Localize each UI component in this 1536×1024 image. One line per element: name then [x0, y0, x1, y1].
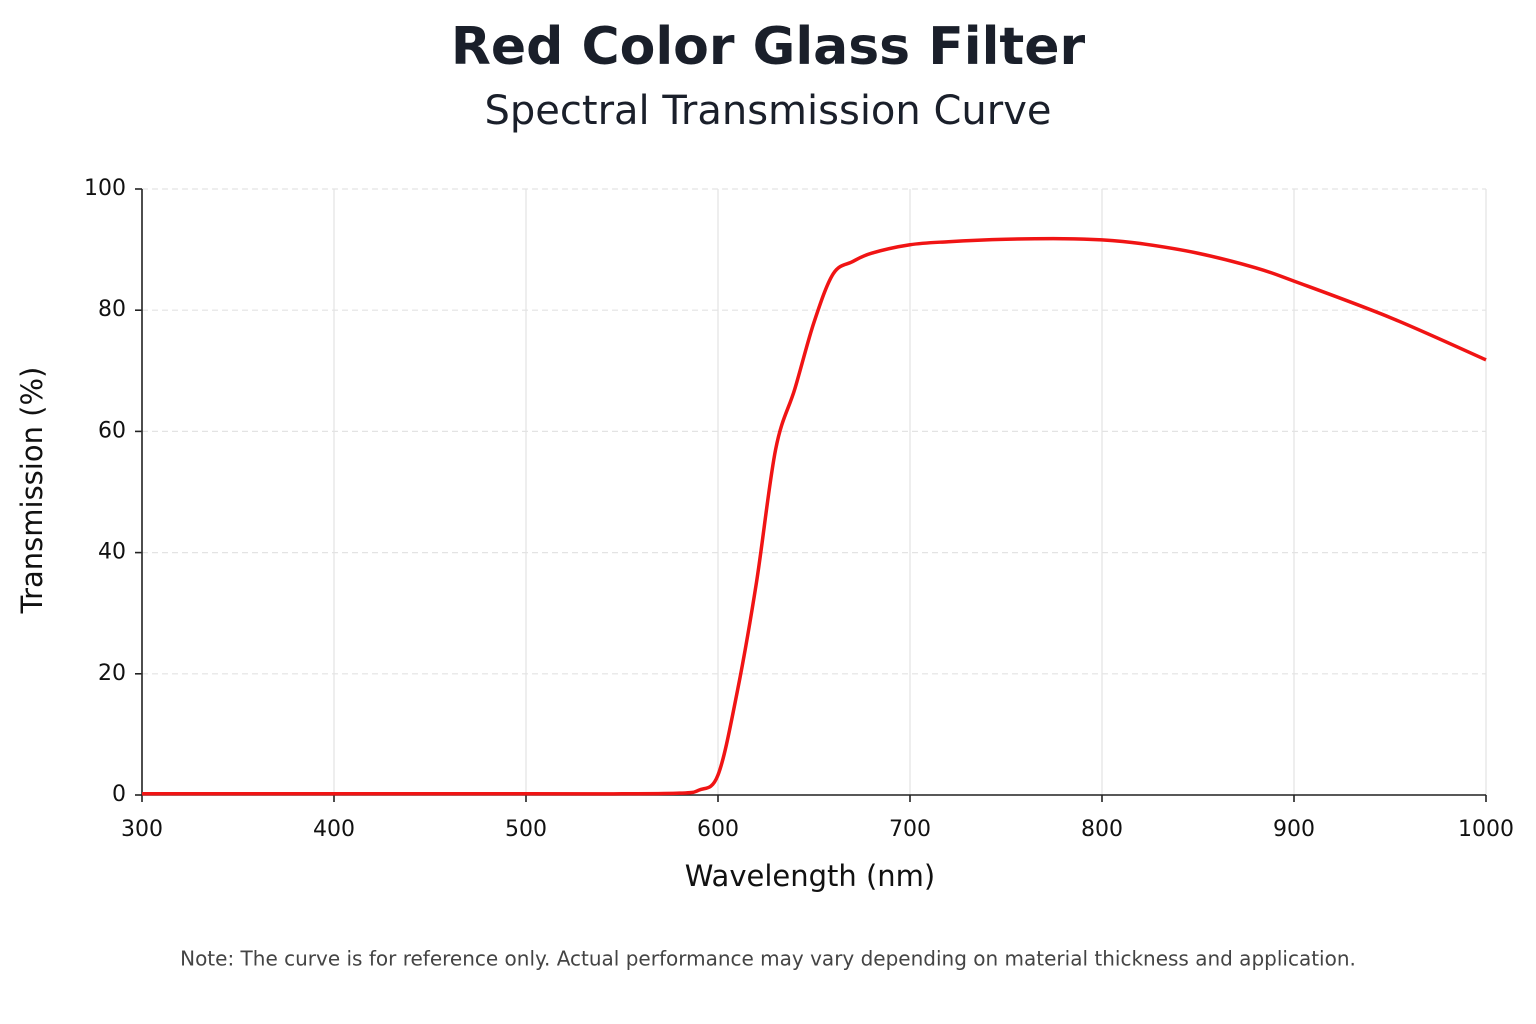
- x-tick-label: 400: [313, 817, 355, 842]
- chart-title: Red Color Glass Filter: [451, 17, 1086, 77]
- y-tick-label: 20: [98, 661, 126, 686]
- y-tick-label: 40: [98, 540, 126, 565]
- data-line: [141, 236, 1487, 796]
- y-axis-label: Transmission (%): [15, 367, 49, 615]
- x-tick-label: 700: [889, 817, 931, 842]
- x-axis-label: Wavelength (nm): [685, 859, 936, 893]
- y-tick-label: 60: [98, 418, 126, 443]
- y-tick-label: 100: [84, 176, 126, 201]
- y-tick-label: 80: [98, 297, 126, 322]
- x-tick-label: 900: [1273, 817, 1315, 842]
- x-tick-label: 600: [697, 817, 739, 842]
- x-tick-label: 300: [121, 817, 163, 842]
- note: Note: The curve is for reference only. A…: [180, 947, 1356, 971]
- chart-subtitle: Spectral Transmission Curve: [485, 88, 1052, 134]
- x-tick-label: 1000: [1458, 817, 1514, 842]
- x-tick-label: 800: [1081, 817, 1123, 842]
- y-tick-label: 0: [112, 782, 126, 807]
- x-tick-label: 500: [505, 817, 547, 842]
